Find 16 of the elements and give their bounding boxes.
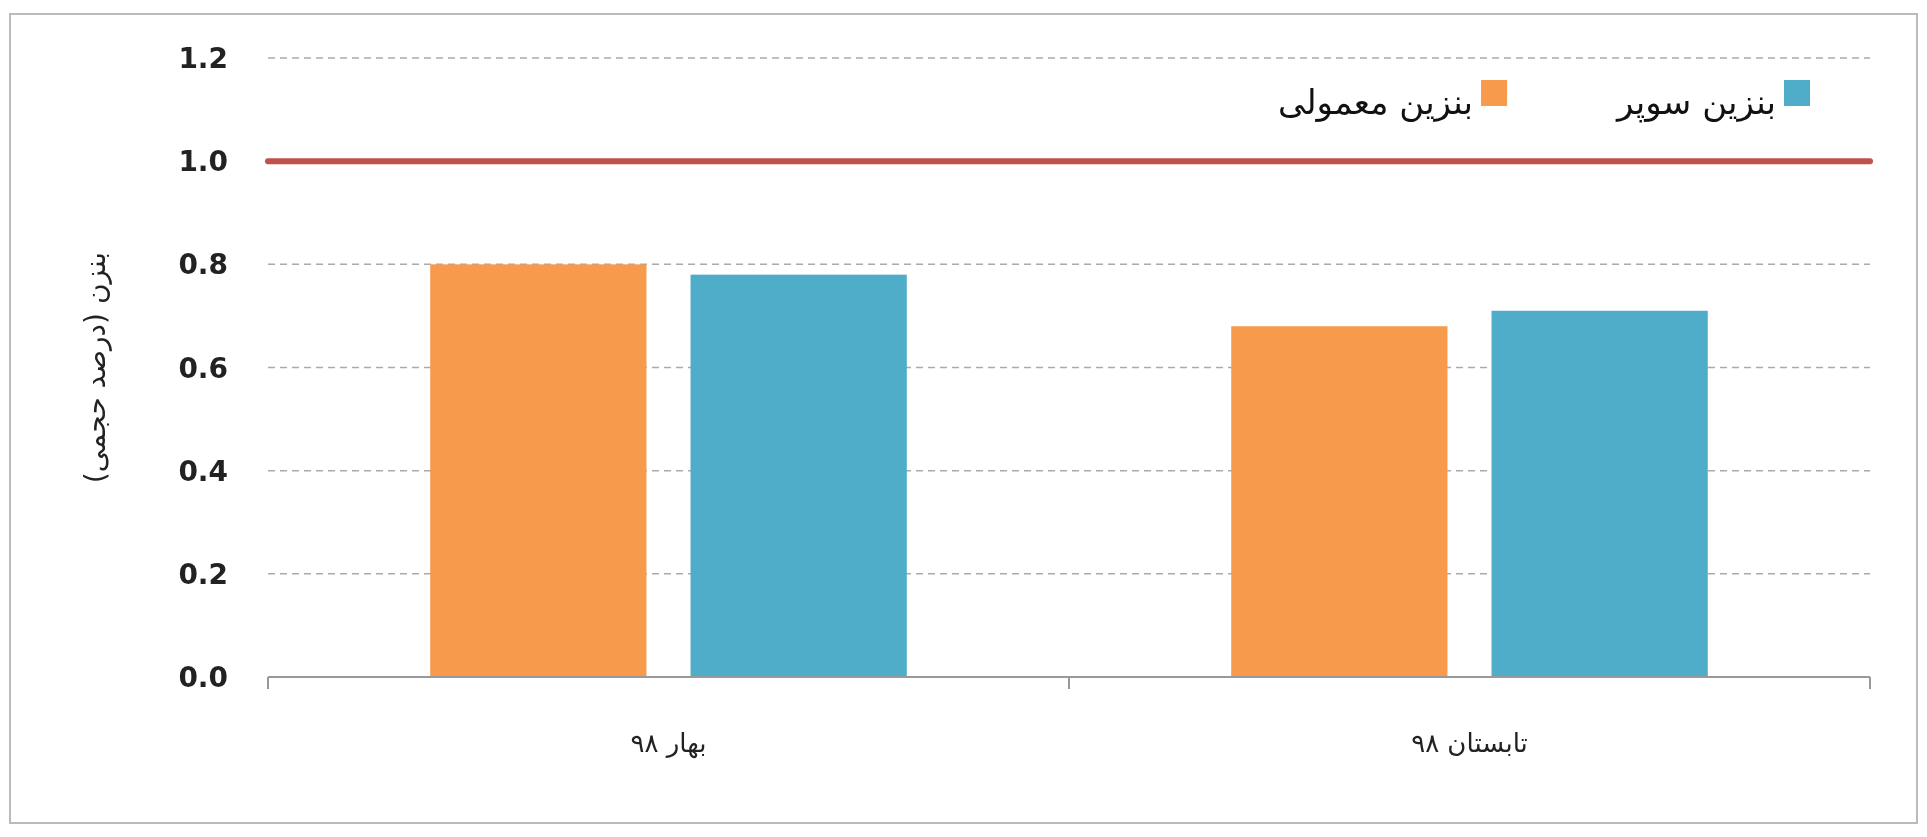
bar — [430, 264, 647, 677]
y-tick-label: 1.2 — [178, 42, 228, 75]
y-axis-title: بنزن (درصد حجمی) — [79, 251, 112, 484]
bar — [690, 274, 907, 677]
x-tick-label: بهار ۹۸ — [630, 728, 707, 759]
y-tick-label: 0.4 — [178, 454, 228, 488]
y-tick-label: 1.0 — [178, 145, 228, 179]
y-tick-label: 0.8 — [178, 248, 228, 282]
legend-label: بنزین سوپر — [1615, 82, 1776, 123]
bar — [1231, 326, 1448, 677]
legend-label: بنزین معمولی — [1277, 82, 1474, 123]
x-tick-label: تابستان ۹۸ — [1411, 728, 1528, 758]
y-tick-label: 0.2 — [178, 557, 228, 591]
bar — [1491, 310, 1708, 677]
y-tick-label: 0.6 — [178, 351, 228, 385]
y-tick-label: 0.0 — [178, 661, 228, 694]
